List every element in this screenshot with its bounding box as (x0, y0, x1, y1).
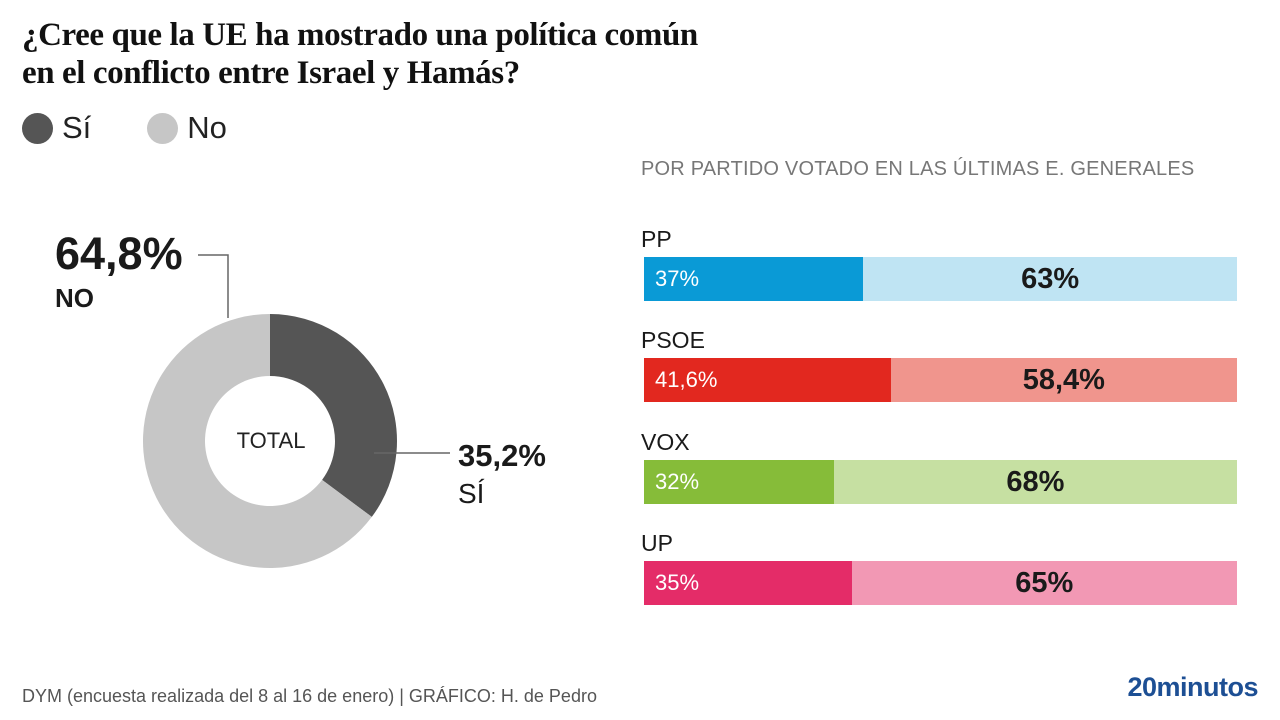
bars-subtitle: POR PARTIDO VOTADO EN LAS ÚLTIMAS E. GEN… (641, 158, 1195, 180)
brand-logo: 20minutos (1127, 672, 1258, 702)
stacked-bar: 37% 63% (644, 257, 1237, 301)
donut-si-value: 35,2% (458, 438, 546, 473)
donut-no-value: 64,8% (55, 228, 183, 279)
bar-segment-si: 35% (644, 561, 852, 605)
legend-item-si: Sí (22, 110, 91, 146)
donut-center-label: TOTAL (236, 428, 306, 453)
donut-slice-no (143, 314, 372, 568)
stacked-bar: 41,6% 58,4% (644, 358, 1237, 402)
stacked-bar: 32% 68% (644, 460, 1237, 504)
source-credit: DYM (encuesta realizada del 8 al 16 de e… (22, 686, 597, 706)
title-line-2: en el conflicto entre Israel y Hamás? (22, 55, 520, 91)
legend-dot-no-icon (147, 112, 179, 144)
donut-no-label: NO (55, 283, 94, 313)
donut-chart (143, 254, 450, 568)
legend: Sí No (22, 110, 283, 146)
party-label: PSOE (641, 327, 705, 353)
bar-segment-no: 63% (863, 257, 1237, 301)
bar-segment-no: 68% (833, 460, 1237, 504)
party-label: PP (641, 226, 672, 252)
party-label: UP (641, 530, 673, 556)
bar-segment-no: 58,4% (890, 358, 1237, 402)
bar-segment-si: 37% (644, 257, 864, 301)
chart-title: ¿Cree que la UE ha mostrado una política… (22, 16, 698, 92)
bar-segment-si: 32% (644, 460, 834, 504)
stacked-bar: 35% 65% (644, 561, 1237, 605)
legend-item-no: No (147, 110, 227, 146)
donut-si-label: SÍ (458, 478, 485, 509)
bar-segment-no: 65% (851, 561, 1237, 605)
party-label: VOX (641, 429, 690, 455)
donut-slice-si (270, 314, 397, 517)
leader-line-no (198, 254, 229, 318)
bar-segment-si: 41,6% (644, 358, 891, 402)
legend-label-no: No (187, 110, 227, 145)
legend-dot-si-icon (22, 112, 53, 144)
legend-label-si: Sí (62, 110, 92, 145)
title-line-1: ¿Cree que la UE ha mostrado una política… (22, 17, 698, 53)
